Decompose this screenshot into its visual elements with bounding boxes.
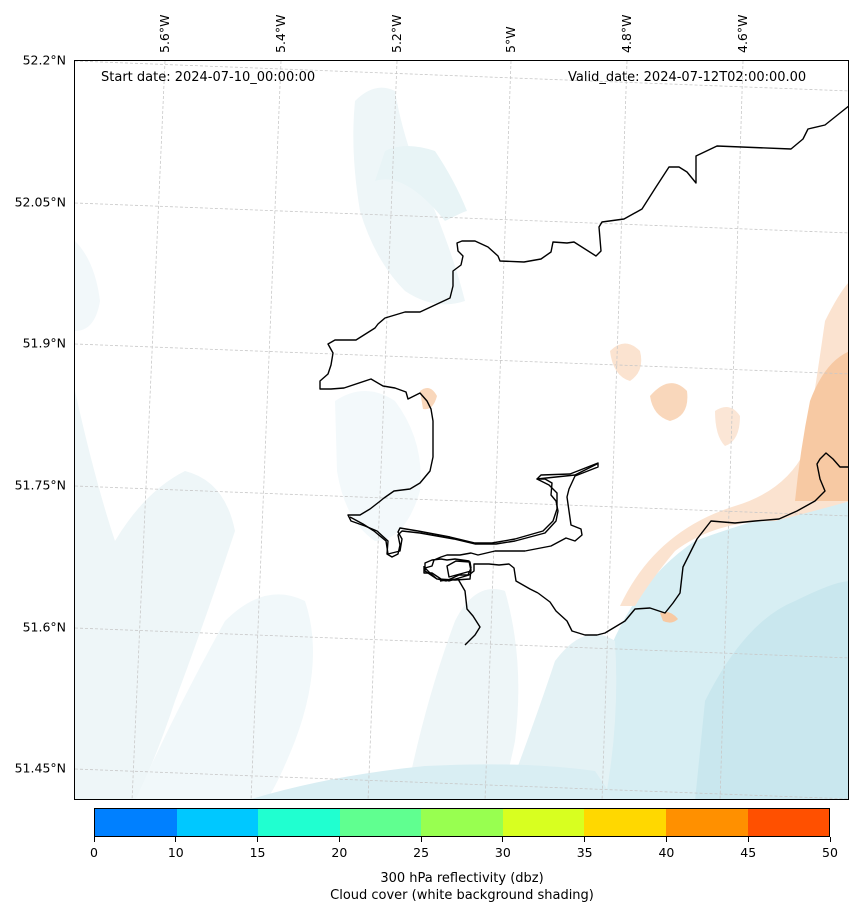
cloud-region-south-band <box>135 594 313 799</box>
colorbar-tick-label: 35 <box>576 845 593 860</box>
colorbar-tick-label: 15 <box>249 845 266 860</box>
colorbar-segment <box>584 809 666 836</box>
colorbar-segment <box>421 809 503 836</box>
lon-label-5-2: 5.2°W <box>389 15 404 54</box>
cloud-region-se-core <box>695 581 848 799</box>
cloud-region-north-plume-2 <box>375 146 467 221</box>
graticule <box>75 61 848 799</box>
colorbar-tick <box>747 837 749 842</box>
colorbar-segment <box>747 809 830 836</box>
colorbar-segment <box>339 809 422 836</box>
colorbar-segment <box>176 809 259 836</box>
lon-labels: 5.6°W 5.4°W 5.2°W 5°W 4.8°W 4.6°W <box>157 15 750 54</box>
cloud-region-central <box>335 391 421 541</box>
cloud-region-south-mid-2 <box>505 634 617 799</box>
colorbar-tick-label: 40 <box>658 845 675 860</box>
colorbar-segment <box>258 809 340 836</box>
coastline-south <box>537 452 848 636</box>
lat-gridline-51-75 <box>75 485 848 517</box>
lat-label-51-75: 51.75°N <box>14 477 66 493</box>
colorbar-segment <box>665 809 748 836</box>
colorbar-tick-label: 20 <box>331 845 348 860</box>
colorbar-title-line1: 300 hPa reflectivity (dbz) <box>380 871 544 886</box>
colorbar-tick <box>829 837 831 842</box>
valid-date-text: Valid_date: 2024-07-12T02:00:00.00 <box>568 70 807 85</box>
coastline-west-peninsula <box>439 578 481 646</box>
lat-label-51-6: 51.6°N <box>22 619 66 635</box>
colorbar-tick-label: 50 <box>822 845 838 860</box>
cloud-region-north-plume <box>353 87 465 305</box>
coastline-haven <box>349 463 598 555</box>
cloud-cover-shading <box>75 87 848 799</box>
start-date-text: Start date: 2024-07-10_00:00:00 <box>101 70 316 85</box>
coastline-south-west <box>423 563 539 594</box>
colorbar-tick-label: 45 <box>740 845 757 860</box>
lon-gridline-5-4 <box>250 61 282 799</box>
lon-gridline-4-6 <box>719 61 744 799</box>
colorbar-tick-label: 30 <box>494 845 511 860</box>
colorbar-tick <box>584 837 586 842</box>
colorbar-tick-label: 0 <box>90 845 98 860</box>
lon-gridline-5 <box>484 61 512 799</box>
lat-gridline-52-2 <box>75 61 848 92</box>
lon-label-5: 5°W <box>503 26 518 53</box>
lon-gridline-4-8 <box>601 61 628 799</box>
colorbar-segment <box>95 809 177 836</box>
reflectivity-blob-2 <box>650 383 688 421</box>
colorbar-title-line2: Cloud cover (white background shading) <box>330 888 594 903</box>
reflectivity-east-core <box>795 351 848 501</box>
map-canvas[interactable] <box>75 61 849 800</box>
lon-label-4-6: 4.6°W <box>735 15 750 54</box>
reflectivity-east-band <box>620 283 848 606</box>
reflectivity-blob-3 <box>715 407 740 446</box>
lat-gridline-52-05 <box>75 202 848 234</box>
lon-label-5-6: 5.6°W <box>157 15 172 54</box>
colorbar-segment <box>502 809 585 836</box>
lon-label-4-8: 4.8°W <box>619 15 634 54</box>
cloud-region-west-strip <box>75 241 100 331</box>
cloud-region-sw <box>75 391 235 799</box>
lon-label-5-4: 5.4°W <box>273 15 288 54</box>
colorbar-tick-label: 10 <box>167 845 184 860</box>
lat-gridline-51-9 <box>75 343 848 375</box>
colorbar-tick <box>93 837 95 842</box>
colorbar <box>94 808 830 837</box>
colorbar-tick <box>175 837 177 842</box>
lat-gridline-51-6 <box>75 627 848 659</box>
colorbar-tick <box>665 837 667 842</box>
cloud-region-bottom-edge <box>251 764 614 799</box>
reflectivity-blob-1 <box>610 343 642 381</box>
lat-label-52-2: 52.2°N <box>22 52 66 68</box>
lon-gridline-5-6 <box>131 61 166 799</box>
lon-gridline-5-2 <box>367 61 398 799</box>
cloud-region-south-mid <box>405 589 519 799</box>
lat-label-52-05: 52.05°N <box>14 194 66 210</box>
map-panel[interactable] <box>74 60 849 800</box>
lat-label-51-9: 51.9°N <box>22 335 66 351</box>
coastline <box>319 105 848 646</box>
colorbar-tick <box>420 837 422 842</box>
lat-label-51-45: 51.45°N <box>14 760 66 776</box>
colorbar-tick <box>257 837 259 842</box>
reflectivity-shading <box>420 283 848 623</box>
colorbar-tick <box>338 837 340 842</box>
colorbar-tick <box>502 837 504 842</box>
lat-gridline-51-45 <box>75 768 848 799</box>
reflectivity-blob-5 <box>660 611 678 623</box>
colorbar-tick-label: 25 <box>413 845 430 860</box>
reflectivity-blob-4 <box>420 387 437 410</box>
coastline-main <box>319 105 848 582</box>
